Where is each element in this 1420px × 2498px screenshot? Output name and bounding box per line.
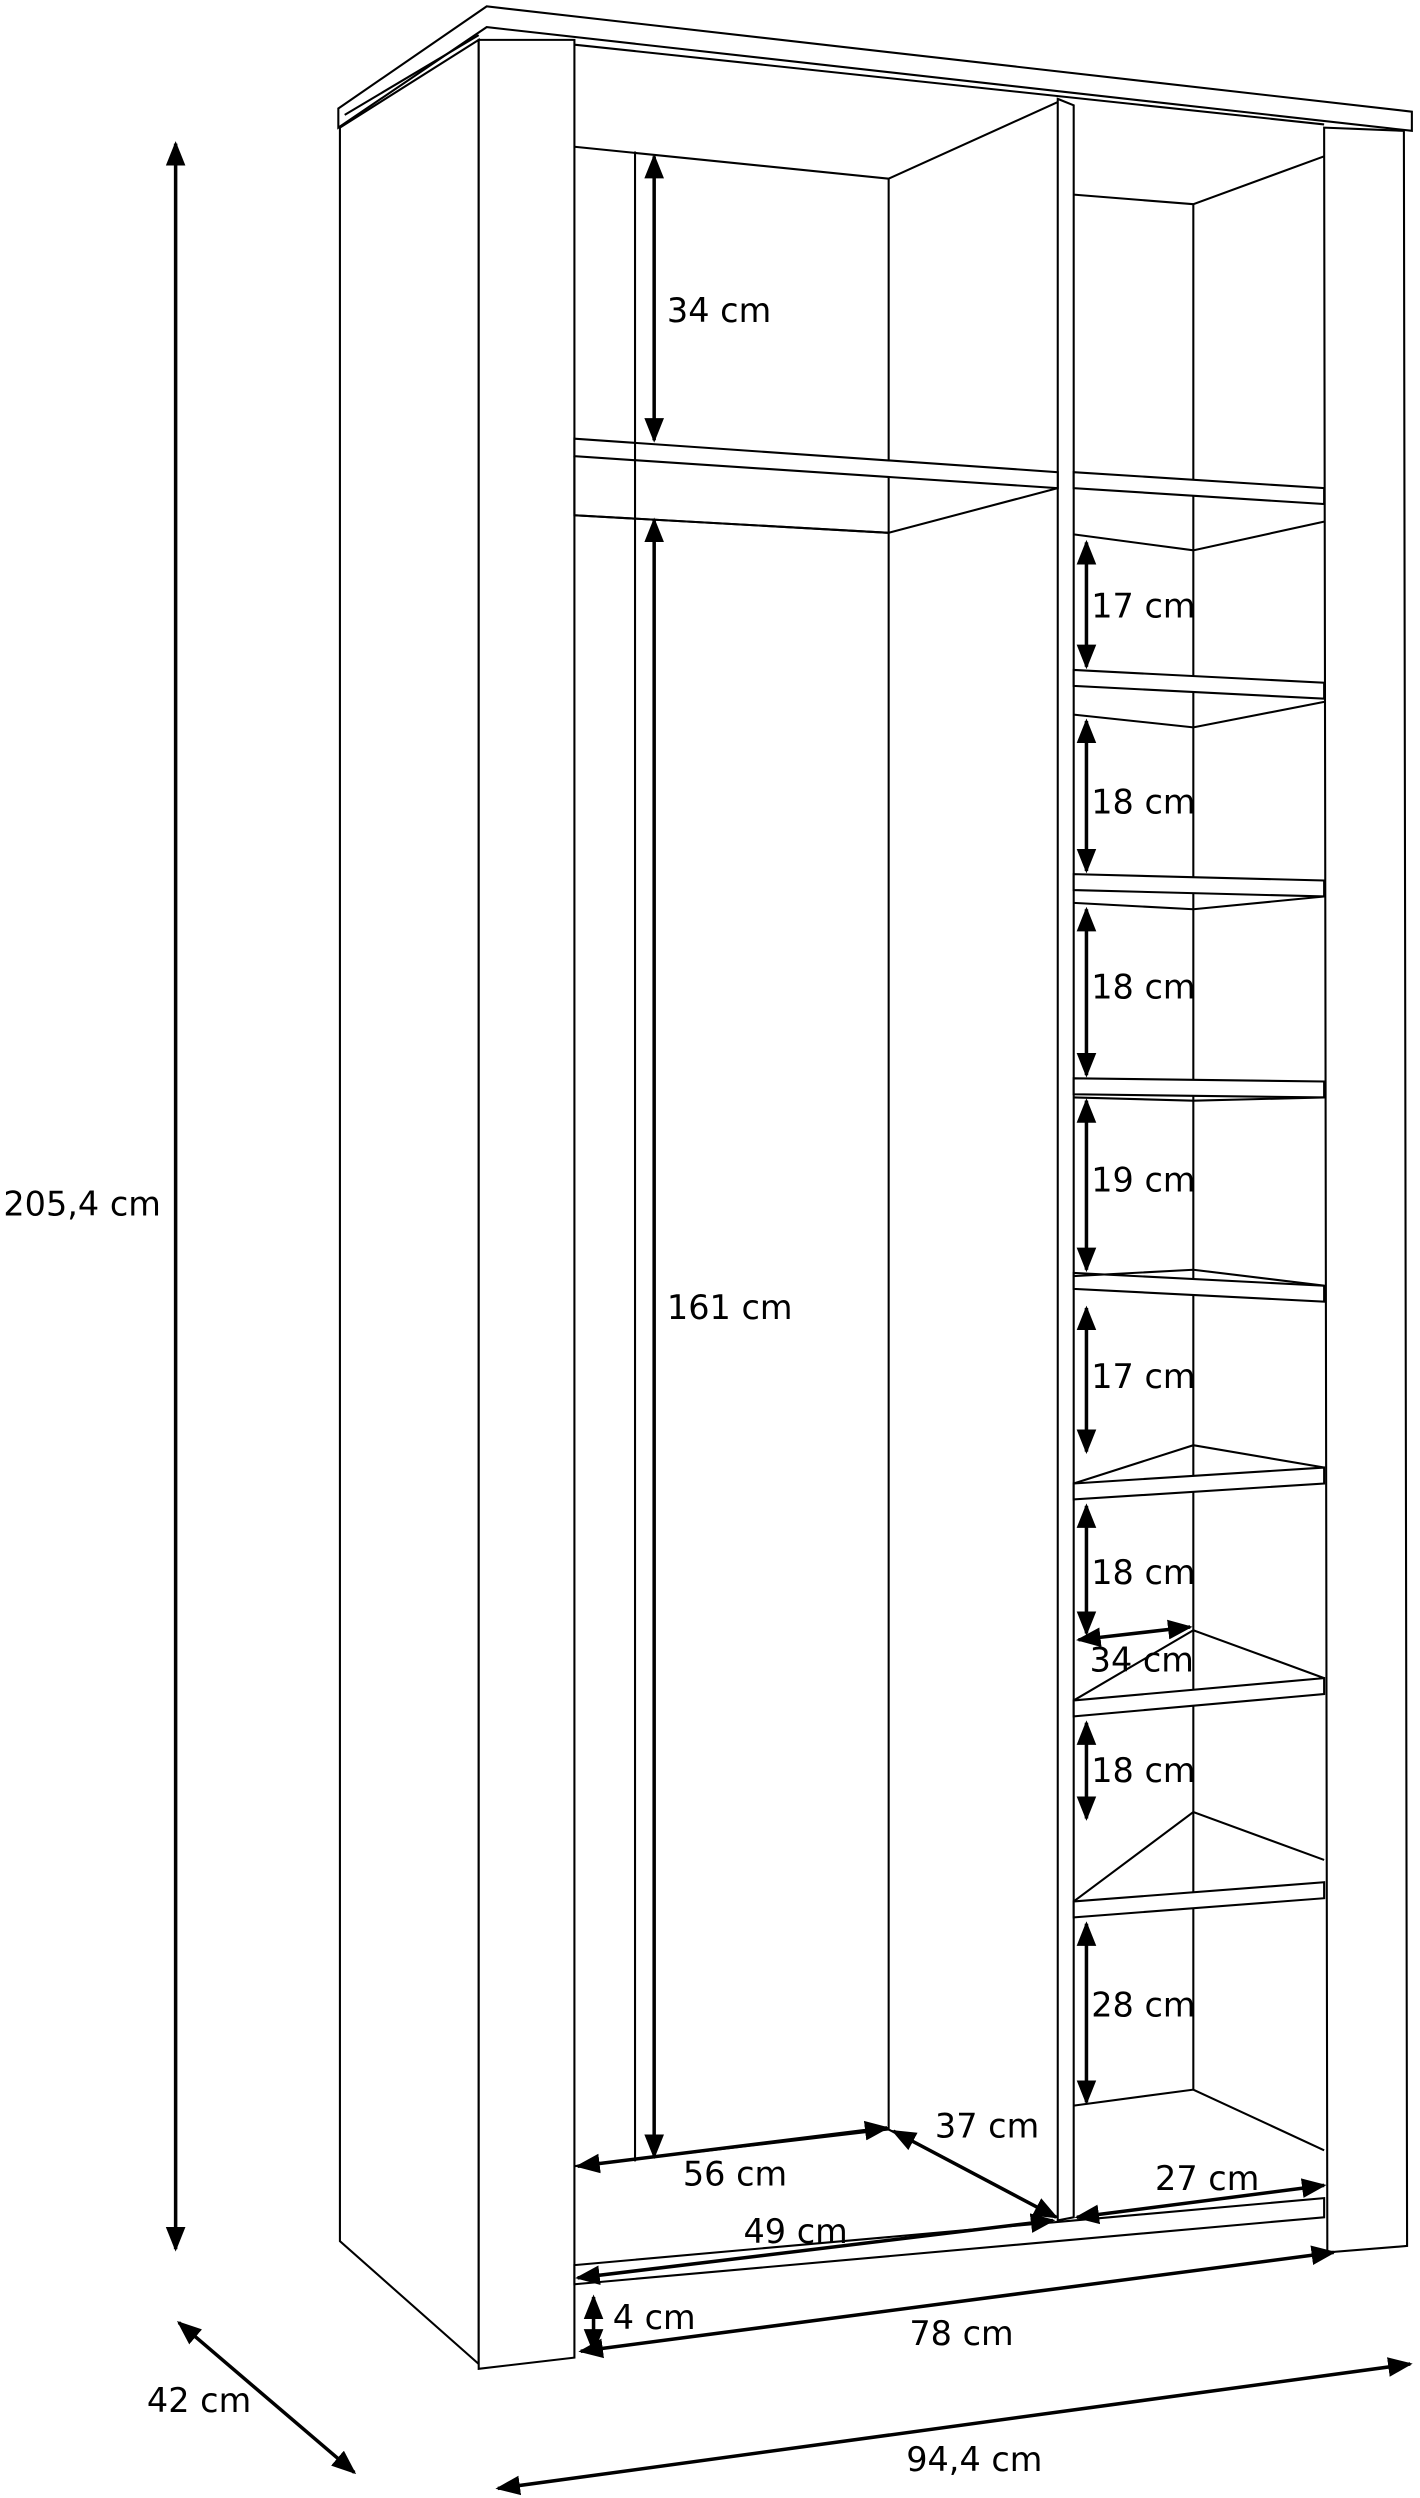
shelf-back — [1073, 895, 1325, 911]
wardrobe-carcass — [337, 5, 1413, 2370]
label-inner-width: 78 cm — [909, 2314, 1013, 2353]
label-gap-3: 18 cm — [1091, 968, 1195, 1007]
arrow-shelf-depth — [1076, 1619, 1193, 1648]
label-top-compartment: 34 cm — [667, 291, 771, 330]
top-board — [337, 5, 1413, 132]
arrow-left-bottom-width — [575, 2120, 890, 2174]
hat-shelf — [573, 437, 1059, 490]
arrow-left-inner-depth — [891, 2129, 1059, 2219]
shelf — [1072, 873, 1326, 898]
label-hanging-height: 161 cm — [667, 1288, 793, 1327]
shelf-back — [1073, 1268, 1325, 1287]
middle-divider — [1056, 97, 1075, 2222]
label-gap-7: 18 cm — [1091, 1751, 1195, 1790]
hat-shelf-front — [574, 514, 889, 534]
label-gap-5: 17 cm — [1091, 1357, 1195, 1396]
label-total-height: 205,4 cm — [3, 1185, 161, 1224]
shelf — [1072, 1676, 1326, 1718]
right-side-panel — [1323, 126, 1409, 2254]
shelf — [1072, 1077, 1326, 1099]
shelf — [1072, 1466, 1326, 1501]
shelf-back — [1073, 520, 1325, 552]
top-board-edge — [344, 34, 480, 116]
shelf — [1072, 1271, 1326, 1303]
shelf-back — [1073, 1810, 1325, 1903]
shelf-back — [1073, 1444, 1325, 1485]
back-top-edge — [574, 43, 1325, 126]
shelf — [1072, 471, 1326, 506]
shelf — [1072, 1881, 1326, 1919]
dimension-labels: 205,4 cm 34 cm 161 cm 17 cm 18 cm 18 cm … — [3, 291, 1259, 2479]
shelf-back — [1073, 1096, 1325, 1102]
label-plinth-height: 4 cm — [613, 2298, 696, 2337]
right-floor — [1073, 2088, 1325, 2152]
arrow-right-bottom-width — [1074, 2178, 1327, 2225]
label-gap-6: 18 cm — [1091, 1553, 1195, 1592]
label-gap-2: 18 cm — [1091, 783, 1195, 822]
label-left-bottom-width: 56 cm — [683, 2154, 787, 2193]
label-shelf-depth: 34 cm — [1090, 1641, 1194, 1680]
arrow-total-depth — [176, 2320, 357, 2475]
label-total-width: 94,4 cm — [906, 2440, 1042, 2479]
label-left-inner-depth: 37 cm — [935, 2106, 1039, 2145]
shelves — [1072, 471, 1326, 1919]
arrow-total-width — [495, 2357, 1413, 2496]
label-gap-4: 19 cm — [1091, 1161, 1195, 1200]
label-gap-1: 17 cm — [1091, 586, 1195, 625]
left-side-panel — [338, 37, 480, 2367]
left-front-post — [477, 38, 576, 2370]
label-gap-8: 28 cm — [1091, 1985, 1195, 2024]
arrow-inner-width — [578, 2245, 1337, 2359]
shelf-back — [1073, 700, 1325, 729]
shelf-back — [1073, 1629, 1325, 1702]
dimension-arrows — [165, 141, 1413, 2496]
bottom-rail — [573, 2196, 1326, 2286]
left-back-top — [574, 101, 1059, 180]
right-back-top — [1073, 155, 1325, 206]
label-left-inner-width: 49 cm — [743, 2212, 847, 2251]
label-total-depth: 42 cm — [147, 2381, 251, 2420]
shelf — [1072, 668, 1326, 700]
label-right-bottom-width: 27 cm — [1155, 2159, 1259, 2198]
